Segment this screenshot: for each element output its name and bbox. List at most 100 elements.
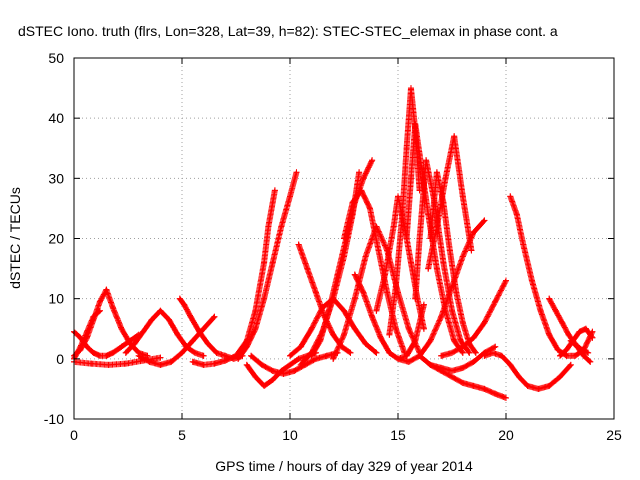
- data-point: [77, 343, 84, 350]
- data-point: [459, 379, 466, 386]
- data-point: [407, 85, 414, 92]
- data-point: [567, 361, 574, 368]
- data-point: [358, 187, 365, 194]
- data-point: [243, 361, 250, 368]
- data-point: [449, 307, 455, 314]
- data-point: [131, 340, 138, 347]
- data-arc: [189, 187, 278, 368]
- data-arc: [176, 295, 246, 362]
- y-tick-label: 20: [48, 231, 64, 247]
- data-arc: [135, 313, 218, 368]
- data-point: [470, 358, 477, 365]
- data-point: [265, 223, 272, 230]
- data-point: [395, 355, 401, 362]
- data-point: [498, 352, 505, 359]
- data-point: [507, 193, 514, 200]
- data-point: [341, 307, 347, 314]
- data-point: [369, 313, 376, 320]
- data-point: [403, 235, 410, 242]
- data-point: [537, 307, 544, 314]
- y-axis-label: dSTEC / TECUs: [7, 187, 23, 289]
- data-point: [503, 277, 509, 284]
- data-point: [287, 193, 293, 200]
- y-tick-label: 40: [48, 110, 64, 126]
- data-point: [278, 223, 285, 230]
- chart-title: dSTEC Iono. truth (flrs, Lon=328, Lat=39…: [18, 23, 558, 39]
- data-point: [440, 259, 447, 266]
- data-point: [261, 382, 268, 389]
- data-point: [269, 259, 276, 266]
- data-point: [271, 187, 278, 194]
- data-point: [373, 223, 380, 230]
- data-point: [403, 352, 410, 359]
- data-point: [118, 325, 125, 332]
- data-point: [459, 349, 466, 356]
- data-point: [563, 346, 570, 353]
- data-point: [546, 331, 553, 338]
- data-point: [470, 229, 477, 236]
- data-point: [157, 361, 164, 368]
- data-point: [351, 271, 358, 278]
- data-point: [449, 283, 455, 290]
- data-arc: [507, 193, 596, 359]
- data-point: [166, 316, 173, 323]
- data-point: [585, 349, 592, 356]
- data-point: [176, 295, 183, 302]
- data-point: [425, 265, 432, 272]
- data-point: [472, 349, 479, 356]
- data-point: [563, 352, 570, 359]
- data-point: [520, 241, 527, 248]
- data-arc: [403, 121, 466, 356]
- data-point: [252, 373, 259, 380]
- data-point: [243, 343, 250, 350]
- data-point: [366, 205, 373, 212]
- data-point: [88, 360, 95, 367]
- data-arc: [235, 169, 300, 362]
- data-point: [105, 361, 112, 368]
- data-point: [103, 286, 110, 293]
- data-point: [375, 247, 382, 254]
- data-arc: [416, 352, 509, 401]
- data-point: [438, 352, 445, 359]
- data-point: [567, 337, 574, 344]
- data-point: [96, 298, 103, 305]
- data-point: [325, 307, 332, 314]
- data-point: [293, 169, 300, 176]
- data-point: [291, 367, 298, 374]
- data-point: [481, 352, 488, 359]
- data-point: [287, 352, 293, 359]
- data-point: [140, 328, 147, 335]
- data-point: [576, 328, 583, 335]
- data-point: [213, 349, 220, 356]
- data-point: [449, 373, 455, 380]
- data-point: [347, 349, 354, 356]
- data-point: [442, 175, 449, 182]
- data-point: [399, 211, 406, 218]
- data-point: [360, 175, 367, 182]
- data-point: [90, 349, 97, 356]
- data-point: [96, 307, 103, 314]
- data-point: [386, 331, 393, 338]
- data-point: [420, 301, 427, 308]
- data-point: [513, 211, 520, 218]
- data-point: [412, 337, 419, 344]
- data-point: [546, 295, 553, 302]
- data-point: [559, 319, 566, 326]
- data-point: [459, 193, 466, 200]
- data-point: [334, 271, 341, 278]
- data-point: [416, 235, 423, 242]
- data-point: [459, 319, 466, 326]
- data-point: [420, 325, 427, 332]
- y-tick-label: 10: [48, 291, 64, 307]
- data-point: [507, 361, 514, 368]
- data-point: [470, 382, 477, 389]
- data-point: [574, 343, 581, 350]
- data-point: [287, 361, 293, 368]
- data-point: [330, 331, 337, 338]
- data-point: [557, 373, 563, 380]
- data-point: [438, 313, 445, 320]
- data-point: [261, 259, 268, 266]
- data-point: [515, 373, 522, 380]
- arc-markers: [507, 193, 596, 359]
- data-point: [589, 334, 596, 341]
